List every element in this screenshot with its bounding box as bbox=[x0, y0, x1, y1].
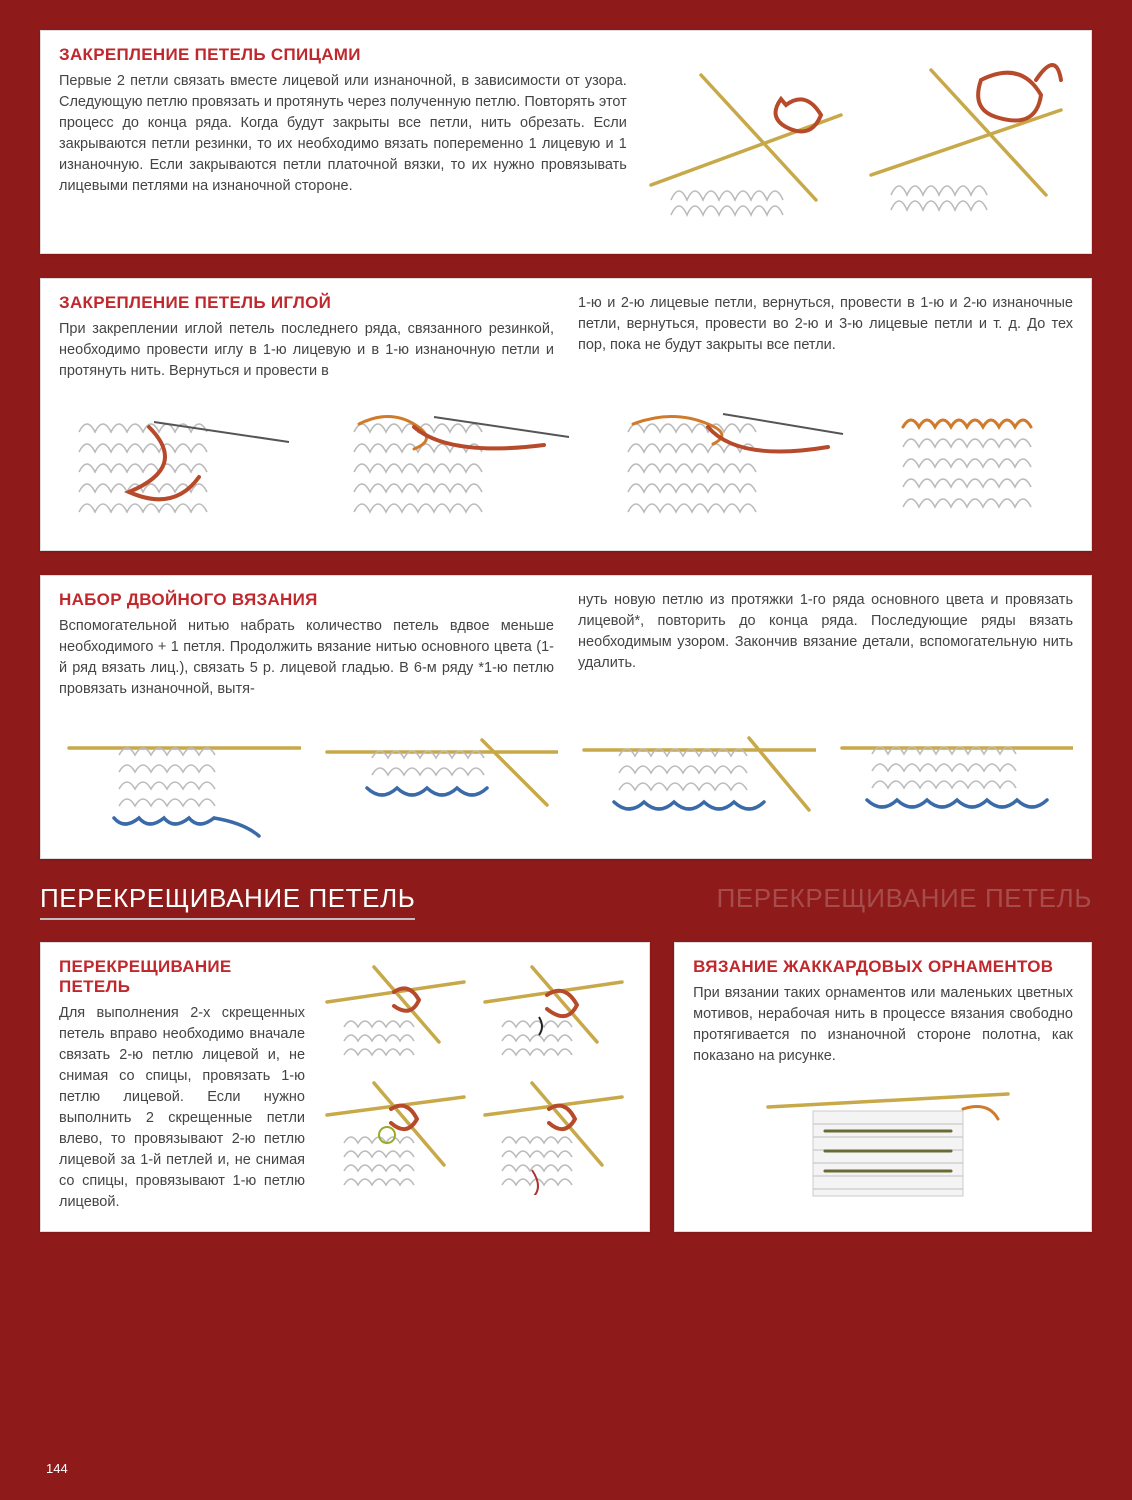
card-title: ВЯЗАНИЕ ЖАККАРДОВЫХ ОРНАМЕНТОВ bbox=[693, 957, 1073, 977]
section-heading: ПЕРЕКРЕЩИВАНИЕ ПЕТЕЛЬ bbox=[40, 883, 415, 920]
illustration-group bbox=[639, 45, 1073, 235]
section-heading-ghost: ПЕРЕКРЕЩИВАНИЕ ПЕТЕЛЬ bbox=[717, 883, 1092, 914]
card-crossing-stitches: ПЕРЕКРЕЩИВАНИЕ ПЕТЕЛЬ Для выполнения 2-х… bbox=[40, 942, 650, 1232]
illustration-row bbox=[59, 710, 1073, 840]
card-body-right: 1-ю и 2-ю лицевые петли, вернуться, пров… bbox=[578, 293, 1073, 356]
knitting-illustration bbox=[319, 1075, 469, 1195]
card-jacquard-knitting: ВЯЗАНИЕ ЖАККАРДОВЫХ ОРНАМЕНТОВ При вязан… bbox=[674, 942, 1092, 1232]
knitting-illustration bbox=[574, 710, 816, 840]
illustration-group bbox=[693, 1079, 1073, 1209]
card-body-left: Вспомогательной нитью набрать количество… bbox=[59, 616, 554, 700]
card-body: При вязании таких орнаментов или маленьк… bbox=[693, 983, 1073, 1067]
section-heading-row: ПЕРЕКРЕЩИВАНИЕ ПЕТЕЛЬ ПЕРЕКРЕЩИВАНИЕ ПЕТ… bbox=[40, 883, 1092, 920]
knitting-illustration bbox=[832, 710, 1074, 840]
knitting-illustration bbox=[334, 392, 574, 532]
page-number: 144 bbox=[46, 1461, 68, 1476]
knitting-illustration bbox=[608, 392, 848, 532]
card-title: ПЕРЕКРЕЩИВАНИЕ ПЕТЕЛЬ bbox=[59, 957, 305, 997]
card-bind-off-needles: ЗАКРЕПЛЕНИЕ ПЕТЕЛЬ СПИЦАМИ Первые 2 петл… bbox=[40, 30, 1092, 254]
card-bind-off-needle-sewing: ЗАКРЕПЛЕНИЕ ПЕТЕЛЬ ИГЛОЙ При закреплении… bbox=[40, 278, 1092, 551]
knitting-illustration bbox=[861, 45, 1071, 235]
card-body: Для выполнения 2-х скрещенных петель впр… bbox=[59, 1003, 305, 1213]
knitting-illustration bbox=[59, 392, 299, 532]
card-body-right: нуть новую петлю из протяжки 1-го ряда о… bbox=[578, 590, 1073, 674]
card-title: НАБОР ДВОЙНОГО ВЯЗАНИЯ bbox=[59, 590, 554, 610]
knitting-illustration bbox=[477, 1075, 627, 1195]
knitting-illustration bbox=[59, 710, 301, 840]
illustration-group bbox=[315, 957, 631, 1213]
card-title: ЗАКРЕПЛЕНИЕ ПЕТЕЛЬ ИГЛОЙ bbox=[59, 293, 554, 313]
card-body: Первые 2 петли связать вместе лицевой ил… bbox=[59, 71, 627, 197]
knitting-illustration bbox=[883, 392, 1073, 532]
knitting-illustration bbox=[753, 1079, 1013, 1209]
knitting-illustration bbox=[319, 957, 469, 1067]
card-title: ЗАКРЕПЛЕНИЕ ПЕТЕЛЬ СПИЦАМИ bbox=[59, 45, 627, 65]
illustration-row bbox=[59, 392, 1073, 532]
card-double-knit-cast-on: НАБОР ДВОЙНОГО ВЯЗАНИЯ Вспомогательной н… bbox=[40, 575, 1092, 859]
knitting-illustration bbox=[641, 45, 851, 235]
card-body-left: При закреплении иглой петель последнего … bbox=[59, 319, 554, 382]
knitting-illustration bbox=[477, 957, 627, 1067]
knitting-illustration bbox=[317, 710, 559, 840]
knitting-instructions-page: ЗАКРЕПЛЕНИЕ ПЕТЕЛЬ СПИЦАМИ Первые 2 петл… bbox=[0, 0, 1132, 1316]
